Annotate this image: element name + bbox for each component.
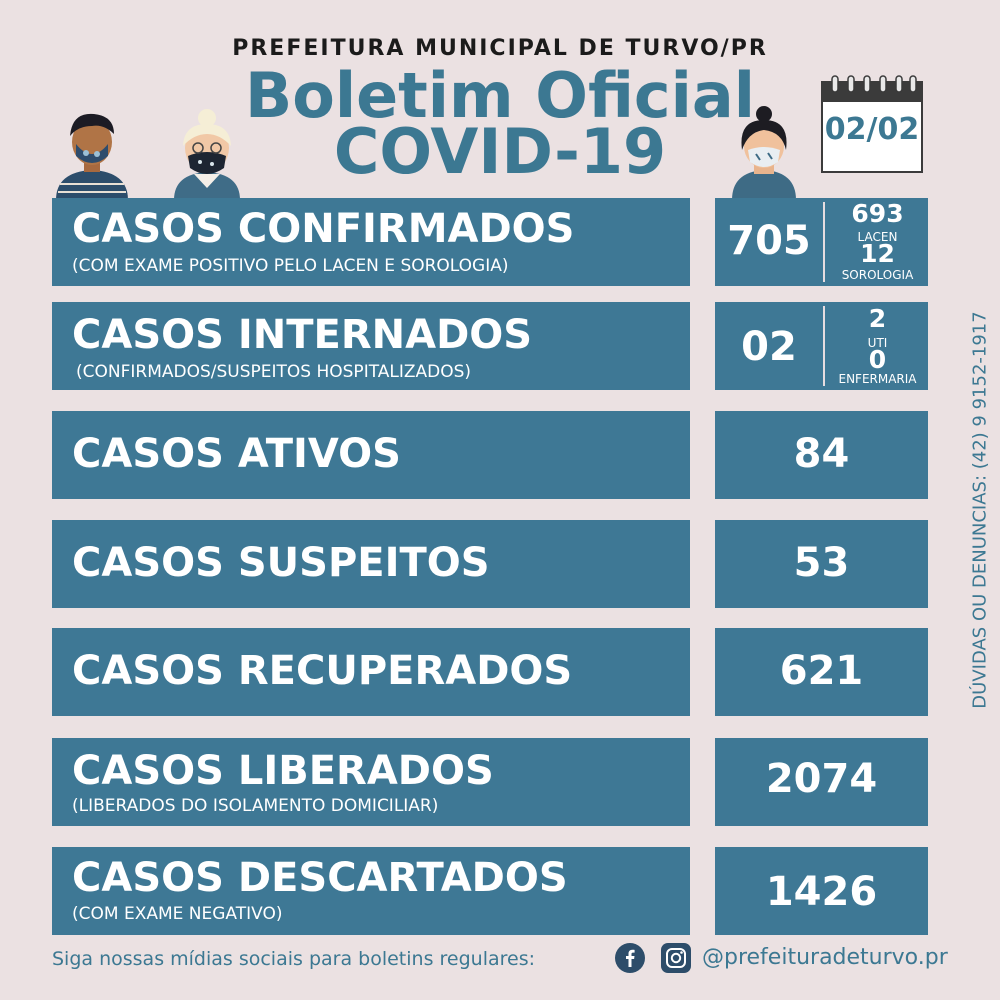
confirmed-cases-value: 705 [727, 218, 811, 264]
sorologia-label: SOROLOGIA [841, 268, 914, 282]
confirmed-breakdown: 693 LACEN 12 SOROLOGIA [827, 198, 928, 286]
discarded-cases-value-box: 1426 [715, 847, 928, 935]
sorologia-value: 12 [860, 239, 895, 268]
lacen-value: 693 [851, 199, 904, 228]
social-handle[interactable]: @prefeituradeturvo.pr [702, 945, 948, 970]
title-line-1: Boletim Oficial [245, 59, 755, 132]
municipality-title: PREFEITURA MUNICIPAL DE TURVO/PR [232, 36, 768, 61]
active-cases-value-box: 84 [715, 411, 928, 499]
discarded-cases-sublabel: (COM EXAME NEGATIVO) [72, 904, 283, 924]
calendar-icon: 02/02 [818, 74, 926, 176]
hospitalized-cases-sublabel: (CONFIRMADOS/SUSPEITOS HOSPITALIZADOS) [76, 362, 472, 382]
instagram-icon[interactable] [661, 943, 691, 973]
hospitalized-cases-label: CASOS INTERNADOS [72, 312, 533, 358]
active-cases-card: CASOS ATIVOS [52, 411, 690, 499]
person-elderly-woman-illustration [170, 108, 244, 200]
enfermaria-label: ENFERMARIA [838, 372, 917, 386]
discarded-cases-value: 1426 [765, 869, 878, 915]
released-cases-card: CASOS LIBERADOS (LIBERADOS DO ISOLAMENTO… [52, 738, 690, 826]
social-media-prompt: Siga nossas mídias sociais para boletins… [52, 948, 535, 970]
date-label: 02/02 [824, 112, 920, 147]
recovered-cases-label: CASOS RECUPERADOS [72, 648, 573, 694]
recovered-cases-value: 621 [779, 648, 864, 694]
lacen-label: LACEN [857, 230, 898, 244]
confirmed-cases-label: CASOS CONFIRMADOS [72, 206, 575, 252]
suspected-cases-card: CASOS SUSPEITOS [52, 520, 690, 608]
contact-phone-text: DÚVIDAS OU DENUNCIAS: (42) 9 9152-1917 [969, 311, 991, 709]
confirmed-cases-value-box: 705 693 LACEN 12 SOROLOGIA [715, 198, 928, 286]
released-cases-value: 2074 [765, 756, 878, 802]
uti-label: UTI [867, 336, 888, 350]
enfermaria-value: 0 [868, 345, 887, 374]
discarded-cases-card: CASOS DESCARTADOS (COM EXAME NEGATIVO) [52, 847, 690, 935]
active-cases-label: CASOS ATIVOS [72, 431, 401, 477]
value-divider [823, 202, 825, 282]
recovered-cases-card: CASOS RECUPERADOS [52, 628, 690, 716]
released-cases-value-box: 2074 [715, 738, 928, 826]
suspected-cases-value: 53 [793, 540, 850, 586]
person-man-illustration [52, 108, 132, 200]
facebook-icon[interactable] [615, 943, 645, 973]
suspected-cases-value-box: 53 [715, 520, 928, 608]
recovered-cases-value-box: 621 [715, 628, 928, 716]
page-title: Boletim Oficial COVID-19 [0, 59, 1000, 188]
title-line-2: COVID-19 [333, 115, 667, 188]
person-woman-illustration [726, 106, 802, 200]
value-divider [823, 306, 825, 386]
released-cases-sublabel: (LIBERADOS DO ISOLAMENTO DOMICILIAR) [72, 796, 439, 816]
released-cases-label: CASOS LIBERADOS [72, 748, 494, 794]
active-cases-value: 84 [793, 431, 850, 477]
uti-value: 2 [868, 304, 887, 333]
suspected-cases-label: CASOS SUSPEITOS [72, 540, 490, 586]
hospitalized-cases-card: CASOS INTERNADOS (CONFIRMADOS/SUSPEITOS … [52, 302, 690, 390]
confirmed-cases-sublabel: (COM EXAME POSITIVO PELO LACEN E SOROLOG… [72, 256, 509, 276]
hospitalized-cases-value: 02 [741, 324, 797, 370]
hospitalized-cases-value-box: 02 2 UTI 0 ENFERMARIA [715, 302, 928, 390]
hospitalized-breakdown: 2 UTI 0 ENFERMARIA [827, 302, 928, 390]
discarded-cases-label: CASOS DESCARTADOS [72, 855, 568, 901]
confirmed-cases-card: CASOS CONFIRMADOS (COM EXAME POSITIVO PE… [52, 198, 690, 286]
